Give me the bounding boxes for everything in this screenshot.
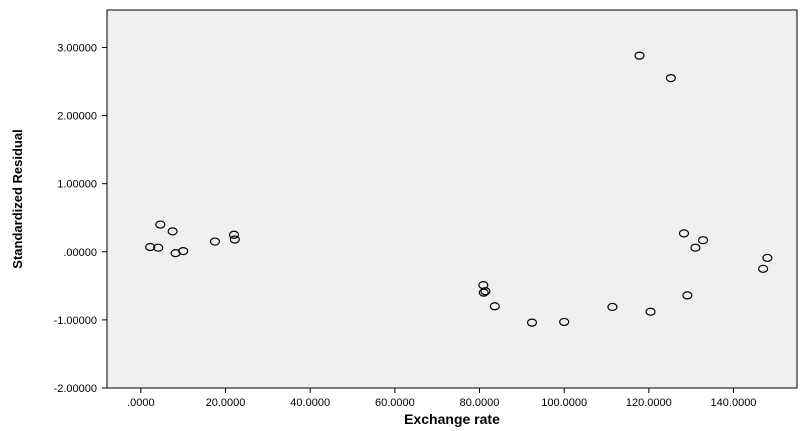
data-point: [228, 230, 240, 239]
data-point: [690, 243, 701, 252]
data-point: [155, 220, 166, 229]
data-point: [682, 291, 693, 300]
y-axis: -2.00000 -1.00000 .00000 1.00000 2.00000 3.00…: [54, 42, 107, 395]
data-point: [145, 242, 156, 252]
data-point: [526, 318, 538, 327]
data-point: [478, 288, 489, 297]
plot-area: [106, 9, 798, 389]
data-point: [697, 236, 709, 245]
x-tick-label: 120.0000: [626, 397, 672, 409]
y-tick-label: -2.00000: [54, 383, 97, 395]
y-tick-label: 1.00000: [57, 179, 97, 191]
y-tick-label: 2.00000: [57, 111, 97, 123]
x-tick-label: 80.0000: [460, 397, 500, 409]
data-point: [762, 253, 773, 263]
data-point: [489, 302, 500, 311]
data-point: [153, 243, 164, 252]
x-tick-label: .0000: [127, 397, 155, 409]
x-tick-label: 100.0000: [541, 397, 587, 409]
x-tick-label: 20.0000: [206, 397, 246, 409]
y-axis-title: Standardized Residual: [10, 129, 25, 268]
data-point: [209, 237, 221, 246]
data-point: [178, 247, 189, 256]
x-tick-label: 140.0000: [711, 397, 757, 409]
data-point: [758, 264, 769, 273]
x-tick-label: 40.0000: [290, 397, 330, 409]
data-point: [559, 317, 570, 327]
data-points: [145, 51, 773, 327]
y-tick-label: -1.00000: [54, 315, 97, 327]
data-point: [229, 235, 240, 244]
data-point: [634, 51, 645, 60]
data-point: [480, 287, 491, 296]
y-tick-label: 3.00000: [57, 42, 97, 54]
data-point: [678, 229, 690, 238]
x-axis-title: Exchange rate: [404, 411, 500, 427]
data-point: [645, 307, 656, 316]
data-point: [665, 74, 676, 83]
x-tick-label: 60.0000: [375, 397, 415, 409]
y-tick-label: .00000: [63, 247, 97, 259]
data-point: [167, 227, 178, 236]
data-point: [607, 302, 618, 312]
x-axis: .0000 20.0000 40.0000 60.0000 80.0000 100.000…: [127, 388, 756, 409]
